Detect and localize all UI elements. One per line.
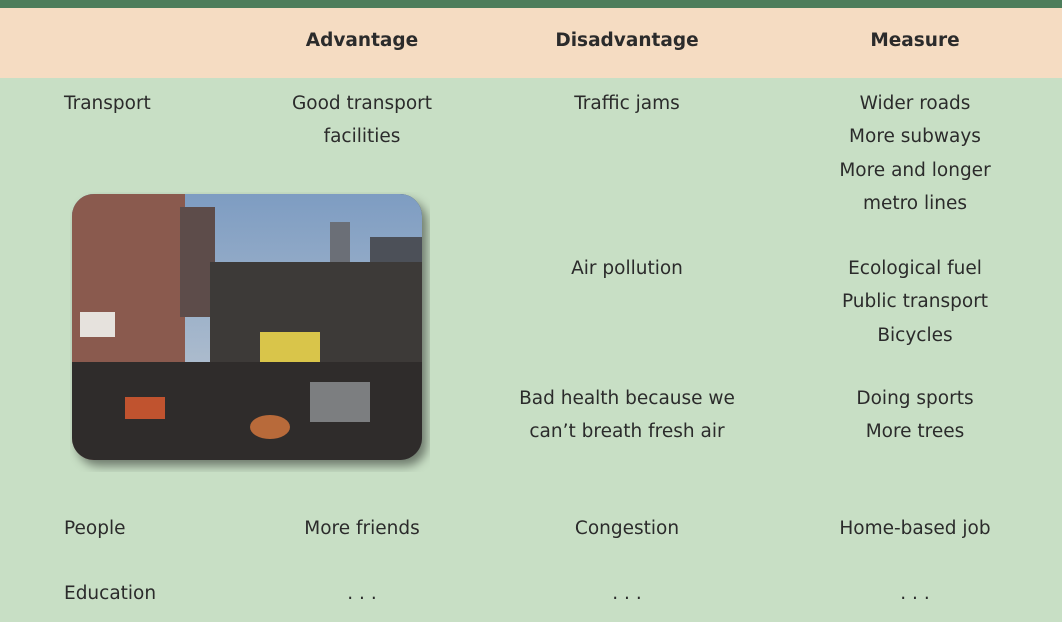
row-topic: Education bbox=[64, 577, 156, 610]
advantage-cell: . . . bbox=[267, 577, 457, 610]
measure-line: More and longer bbox=[805, 154, 1025, 187]
top-bar bbox=[0, 0, 1062, 8]
measure-line: Public transport bbox=[805, 285, 1025, 318]
disadvantage-cell: Bad health because we can’t breath fresh… bbox=[507, 382, 747, 448]
measure-line: Home-based job bbox=[805, 512, 1025, 545]
measure-line: metro lines bbox=[805, 187, 1025, 220]
measure-line: More trees bbox=[805, 415, 1025, 448]
column-header: Measure bbox=[870, 24, 959, 57]
row-topic: Transport bbox=[64, 87, 151, 120]
city-photo bbox=[70, 192, 430, 472]
row-topic: People bbox=[64, 512, 125, 545]
advantage-cell: Good transport facilities bbox=[267, 87, 457, 153]
measure-line: . . . bbox=[805, 577, 1025, 610]
measure-line: Bicycles bbox=[805, 319, 1025, 352]
measure-line: More subways bbox=[805, 120, 1025, 153]
disadvantage-cell: Air pollution bbox=[507, 252, 747, 285]
column-header: Advantage bbox=[306, 24, 418, 57]
measure-line: Ecological fuel bbox=[805, 252, 1025, 285]
measure-line: Wider roads bbox=[805, 87, 1025, 120]
disadvantage-cell: . . . bbox=[507, 577, 747, 610]
measure-line: Doing sports bbox=[805, 382, 1025, 415]
disadvantage-cell: Congestion bbox=[507, 512, 747, 545]
page: Advantage Disadvantage Measure Transport Goo… bbox=[0, 0, 1062, 622]
column-header: Disadvantage bbox=[555, 24, 698, 57]
disadvantage-cell: Traffic jams bbox=[507, 87, 747, 120]
advantage-cell: More friends bbox=[267, 512, 457, 545]
